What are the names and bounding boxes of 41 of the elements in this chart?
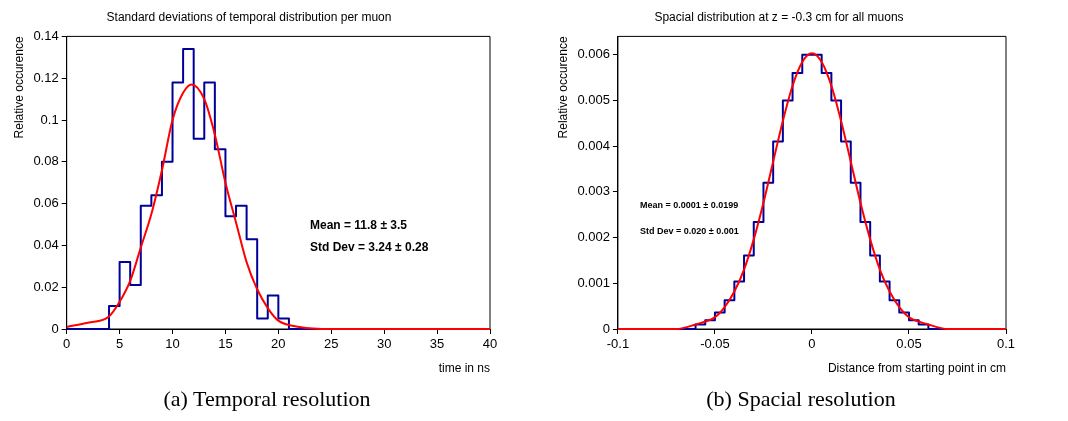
x-tick-label: 20: [271, 336, 286, 352]
y-tick-label: 0.06: [33, 195, 59, 211]
x-tick-label: 0: [808, 336, 816, 352]
chart-title: Standard deviations of temporal distribution per muon: [106, 9, 392, 24]
x-tick-label: 0.1: [996, 336, 1016, 352]
x-tick-label: 35: [429, 336, 445, 352]
x-tick-label: 0.05: [896, 336, 922, 352]
x-tick-label: 40: [482, 336, 498, 352]
y-tick-label: 0: [602, 320, 610, 336]
x-tick-label: 5: [116, 336, 124, 352]
y-tick-label: 0.004: [577, 137, 610, 153]
y-tick-label: 0.001: [577, 274, 610, 290]
text: (b) Spacial resolution: [705, 386, 897, 412]
annotation: Std Dev = 0.020 ± 0.001: [640, 226, 739, 236]
annotation: Std Dev = 3.24 ± 0.28: [310, 240, 429, 254]
annotation: Mean = 11.8 ± 3.5: [310, 218, 407, 232]
annotation: Mean = 0.0001 ± 0.0199: [640, 200, 739, 210]
x-tick-label: 30: [376, 336, 392, 352]
x-tick-label: 10: [165, 336, 180, 352]
y-tick-label: 0.14: [33, 27, 59, 43]
y-tick-label: 0.003: [577, 183, 610, 199]
y-tick-label: 0.08: [33, 153, 59, 169]
y-tick-label: 0.002: [577, 229, 610, 245]
y-tick-label: 0.1: [40, 111, 59, 127]
x-tick-label: 25: [324, 336, 339, 352]
y-tick-label: 0.005: [577, 91, 610, 107]
x-tick-label: -0.1: [606, 336, 630, 352]
x-tick-label: 15: [218, 336, 233, 352]
y-tick-label: 0: [51, 320, 59, 336]
y-axis-title: Relative occurence: [555, 36, 570, 139]
y-tick-label: 0.02: [33, 278, 59, 294]
text: (a) Temporal resolution: [162, 386, 372, 412]
x-tick-label: -0.05: [700, 336, 730, 352]
x-axis-title: Distance from starting point in cm: [827, 361, 1006, 376]
y-axis-title: Relative occurence: [11, 36, 26, 139]
y-tick-label: 0.04: [33, 236, 59, 252]
y-tick-label: 0.12: [33, 69, 59, 85]
chart-title: Spacial distribution at z = -0.3 cm for all muons: [654, 9, 904, 24]
x-tick-label: 0: [63, 336, 71, 352]
x-axis-title: time in ns: [438, 361, 490, 376]
y-tick-label: 0.006: [577, 46, 610, 62]
